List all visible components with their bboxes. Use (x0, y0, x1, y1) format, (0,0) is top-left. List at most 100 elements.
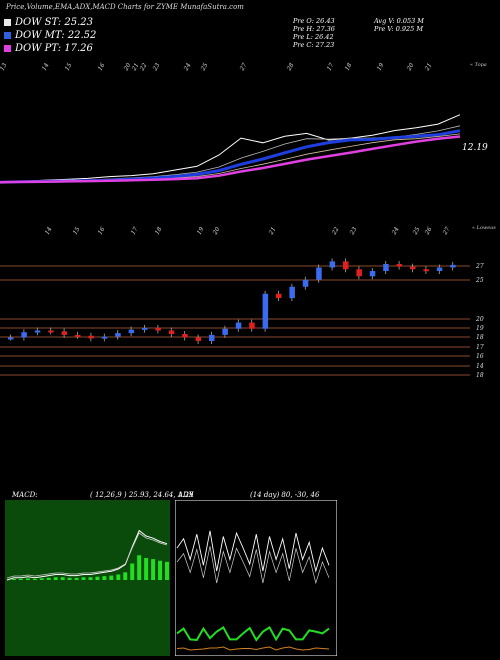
ema-line-long (0, 133, 461, 183)
candle-body (88, 335, 94, 339)
pre-open: Pre O: 26.43 (293, 17, 335, 25)
date-label: 19 (376, 62, 386, 72)
macd-values: ( 12,26,9 ) 25.93, 24.64, 1.29 (90, 491, 194, 499)
candle-body (423, 269, 429, 272)
price-level-label: 19 (476, 325, 484, 332)
date-label: 23 (348, 226, 358, 237)
candle-body (142, 327, 148, 330)
date-label: 18 (344, 62, 354, 72)
macd-background (5, 500, 170, 656)
date-label: 27 (238, 62, 248, 73)
candle-body (316, 267, 322, 280)
ema-lines (0, 114, 461, 184)
candle-body (101, 336, 108, 339)
price-level-label: 16 (476, 353, 484, 360)
date-label: 21 (130, 62, 140, 73)
ema-line-trend (0, 135, 461, 184)
macd-bar (67, 577, 72, 580)
macd-bar (46, 577, 51, 580)
dow-pt-legend: DOW PT: 17.26 (4, 43, 93, 54)
date-label: 19 (196, 226, 206, 236)
candle-body (410, 266, 416, 270)
candle-body (383, 264, 389, 271)
candle-body (61, 331, 68, 335)
candle-corner-label: « Loweas (472, 225, 496, 231)
macd-title: MACD: (12, 491, 38, 499)
adx-line (176, 625, 330, 642)
macd-bar (102, 576, 107, 580)
candle-body (356, 269, 362, 277)
candle-body (8, 337, 14, 340)
dow-pt-label: DOW PT: 17.26 (15, 43, 93, 54)
price-marker-label: 12.19 (462, 143, 488, 153)
candle-body (155, 327, 161, 331)
macd-bar (18, 578, 23, 580)
date-label: 21 (267, 226, 277, 237)
dow-st-legend: DOW ST: 25.23 (4, 17, 93, 28)
macd-bar (95, 576, 100, 580)
macd-bar (109, 575, 114, 580)
date-label: 26 (423, 226, 433, 237)
macd-panel (5, 500, 170, 656)
dow-st-label: DOW ST: 25.23 (15, 17, 94, 28)
macd-bar (81, 577, 86, 580)
candle-body (75, 334, 81, 337)
date-label: 16 (97, 62, 107, 72)
date-label: 25 (411, 226, 421, 237)
date-label: 16 (97, 226, 107, 236)
macd-lines (6, 529, 169, 581)
pre-low: Pre L: 26.42 (293, 33, 334, 41)
date-label: 17 (130, 226, 140, 236)
candle-body (222, 328, 228, 335)
date-label: 20 (122, 62, 132, 73)
date-label: 22 (330, 226, 340, 237)
candle-body (450, 264, 456, 268)
date-label: 14 (41, 62, 51, 72)
date-label: 25 (199, 62, 209, 73)
candle-body (168, 330, 175, 334)
volume-block: Avg V: 0.053 M Pre V: 0.925 M (374, 17, 424, 33)
date-label: 27 (441, 226, 451, 237)
date-label: 24 (182, 62, 192, 73)
dow-mt-label: DOW MT: 22.52 (15, 30, 97, 41)
macd-bar (39, 578, 44, 580)
candle-body (262, 293, 269, 329)
dow-pt-swatch (4, 45, 11, 52)
price-level-label: 18 (476, 334, 484, 341)
adx-minus-line (176, 646, 330, 651)
macd-bar (137, 555, 142, 580)
candle-body (289, 286, 295, 299)
price-level-label: 18 (476, 372, 484, 379)
macd-bar (60, 577, 65, 580)
candle-body (302, 279, 309, 287)
adx-lines (176, 530, 330, 651)
candle-panel: « Loweas 14 15 16 17 18 19 20 21 22 23 2… (0, 225, 496, 379)
dow-st-swatch (4, 19, 11, 26)
macd-bar (11, 578, 16, 580)
candle-body (343, 261, 349, 270)
price-level-label: 27 (475, 263, 484, 270)
macd-signal-line (6, 532, 168, 579)
macd-bar (25, 578, 30, 580)
date-label: 15 (64, 62, 74, 72)
candle-body (276, 293, 282, 299)
date-label: 14 (44, 226, 54, 236)
adx-values: (14 day) 80, -30, 46 (250, 491, 320, 499)
adx-background (175, 500, 337, 656)
date-label: 17 (326, 62, 336, 72)
macd-bar (165, 561, 169, 580)
pre-close: Pre C: 27.23 (293, 41, 335, 49)
candle-body (34, 330, 41, 333)
adx-di-minus-line (176, 546, 330, 585)
candle-body (21, 332, 27, 338)
macd-bar (53, 577, 58, 580)
candle-body (128, 329, 135, 334)
candle-body (249, 322, 255, 329)
candle-body (235, 322, 242, 329)
macd-bar (88, 577, 93, 580)
dow-mt-legend: DOW MT: 22.52 (4, 30, 96, 41)
pre-volume: Pre V: 0.925 M (374, 25, 424, 33)
candle-body (48, 330, 54, 333)
price-level-label: 20 (475, 316, 484, 323)
avg-volume: Avg V: 0.053 M (374, 17, 424, 25)
